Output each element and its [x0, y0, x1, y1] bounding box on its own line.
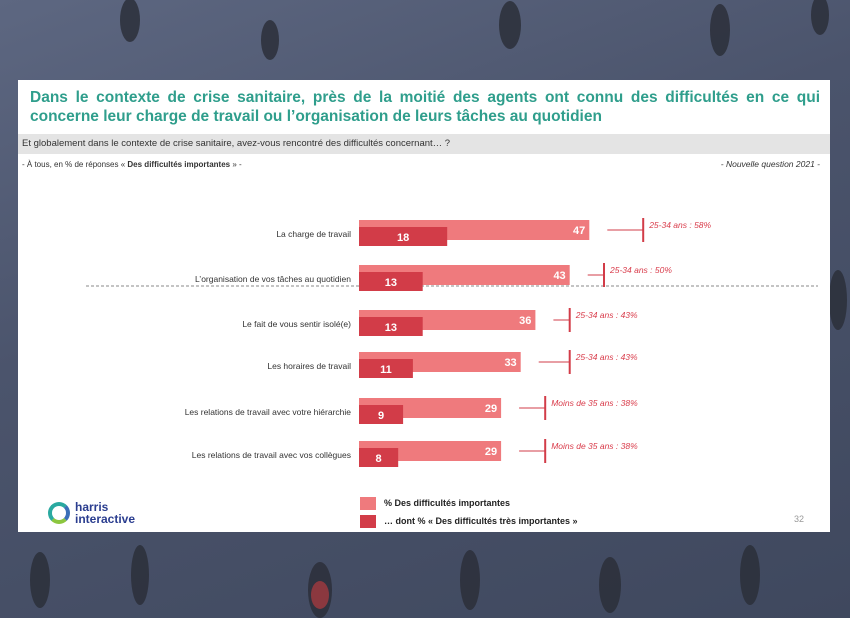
- value-label-very-important: 13: [385, 322, 397, 334]
- value-label-very-important: 8: [376, 453, 382, 465]
- category-label: Les relations de travail avec votre hiér…: [185, 407, 352, 417]
- bar-very-important: [359, 272, 423, 291]
- value-label-very-important: 18: [397, 232, 409, 244]
- slide-title: Dans le contexte de crise sanitaire, prè…: [30, 89, 820, 125]
- value-label-important: 33: [504, 357, 516, 369]
- base-note-prefix: - À tous, en % de réponses «: [22, 160, 128, 169]
- base-note-suffix: » -: [230, 160, 242, 169]
- slide: Dans le contexte de crise sanitaire, prè…: [18, 80, 830, 532]
- legend: % Des difficultés importantes … dont % «…: [360, 494, 578, 530]
- bar-very-important: [359, 359, 413, 378]
- bar-very-important: [359, 448, 399, 467]
- annotation-label: 25-34 ans : 43%: [575, 352, 638, 362]
- legend-item-important: % Des difficultés importantes: [360, 494, 578, 512]
- new-question-note: - Nouvelle question 2021 -: [720, 159, 820, 169]
- bar-very-important: [359, 317, 423, 336]
- logo-line2: interactive: [75, 512, 136, 526]
- harris-interactive-logo: harris interactive: [48, 501, 135, 525]
- legend-swatch-light: [360, 496, 376, 510]
- annotation-label: 25-34 ans : 43%: [575, 310, 638, 320]
- category-label: Les relations de travail avec vos collèg…: [192, 450, 351, 460]
- category-label: Le fait de vous sentir isolé(e): [242, 319, 351, 329]
- base-note-bold: Des difficultés importantes: [127, 160, 231, 169]
- base-note: - À tous, en % de réponses « Des difficu…: [22, 160, 242, 169]
- logo-line1: harris: [75, 500, 109, 514]
- category-label: La charge de travail: [276, 229, 351, 239]
- category-label: Les horaires de travail: [267, 361, 351, 371]
- value-label-important: 29: [485, 403, 497, 415]
- legend-item-very-important: … dont % « Des difficultés très importan…: [360, 512, 578, 530]
- value-label-important: 29: [485, 446, 497, 458]
- legend-swatch-dark: [360, 514, 376, 528]
- value-label-very-important: 9: [378, 410, 384, 422]
- bar-chart: La charge de travail 47 18 25-34 ans : 58% L…: [86, 218, 818, 467]
- value-label-important: 36: [519, 315, 531, 327]
- value-label-very-important: 11: [380, 364, 392, 376]
- question-banner: Et globalement dans le contexte de crise…: [18, 134, 830, 154]
- page-number: 32: [793, 514, 804, 524]
- value-label-important: 43: [553, 270, 565, 282]
- legend-label-very-important: … dont % « Des difficultés très importan…: [384, 516, 578, 526]
- value-label-very-important: 13: [385, 277, 397, 289]
- annotation-label: 25-34 ans : 58%: [648, 220, 711, 230]
- logo-ring-icon: [48, 502, 70, 524]
- annotation-label: Moins de 35 ans : 38%: [551, 398, 638, 408]
- bar-very-important: [359, 405, 404, 424]
- legend-label-important: % Des difficultés importantes: [384, 498, 511, 508]
- bar-very-important: [359, 227, 448, 246]
- value-label-important: 47: [573, 225, 585, 237]
- category-label: L’organisation de vos tâches au quotidie…: [195, 274, 351, 284]
- annotation-label: Moins de 35 ans : 38%: [551, 441, 638, 451]
- annotation-label: 25-34 ans : 50%: [609, 265, 672, 275]
